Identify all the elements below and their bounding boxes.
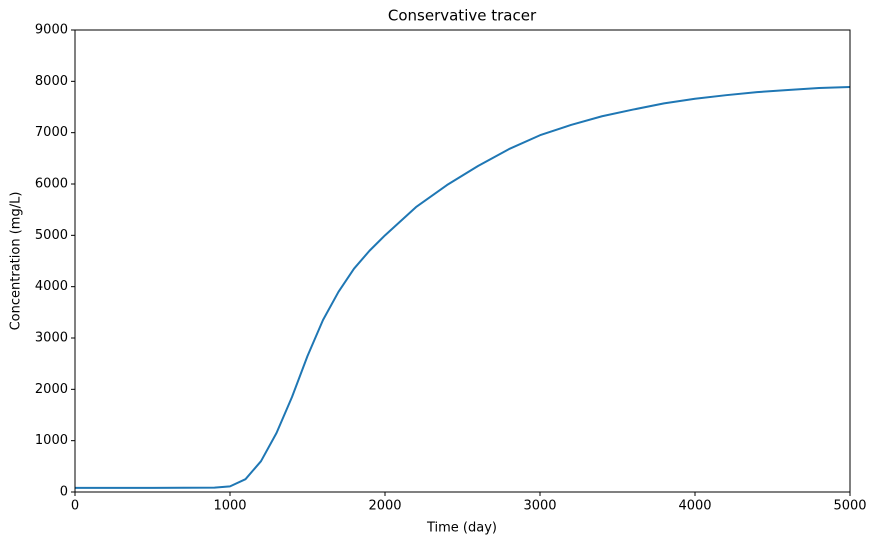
- y-axis-label: Concentration (mg/L): [9, 192, 24, 331]
- y-tick-label: 1000: [35, 433, 68, 448]
- y-tick-label: 6000: [35, 177, 68, 192]
- x-tick-label: 1000: [213, 499, 246, 514]
- y-tick-label: 4000: [35, 279, 68, 294]
- y-tick-label: 0: [60, 485, 68, 500]
- data-line: [75, 85, 851, 489]
- y-tick-label: 7000: [35, 125, 68, 140]
- x-tick-label: 4000: [678, 499, 711, 514]
- y-tick-label: 2000: [35, 382, 68, 397]
- x-tick-label: 5000: [833, 499, 866, 514]
- y-tick-label: 8000: [35, 74, 68, 89]
- plot-frame: [74, 29, 851, 493]
- x-tick-label: 0: [71, 499, 79, 514]
- y-tick-label: 3000: [35, 331, 68, 346]
- chart-title: Conservative tracer: [388, 7, 537, 25]
- x-axis-label: Time (day): [426, 521, 497, 536]
- x-tick-label: 2000: [368, 499, 401, 514]
- y-tick-label: 5000: [35, 228, 68, 243]
- x-tick-label: 3000: [523, 499, 556, 514]
- y-tick-label: 9000: [35, 23, 68, 38]
